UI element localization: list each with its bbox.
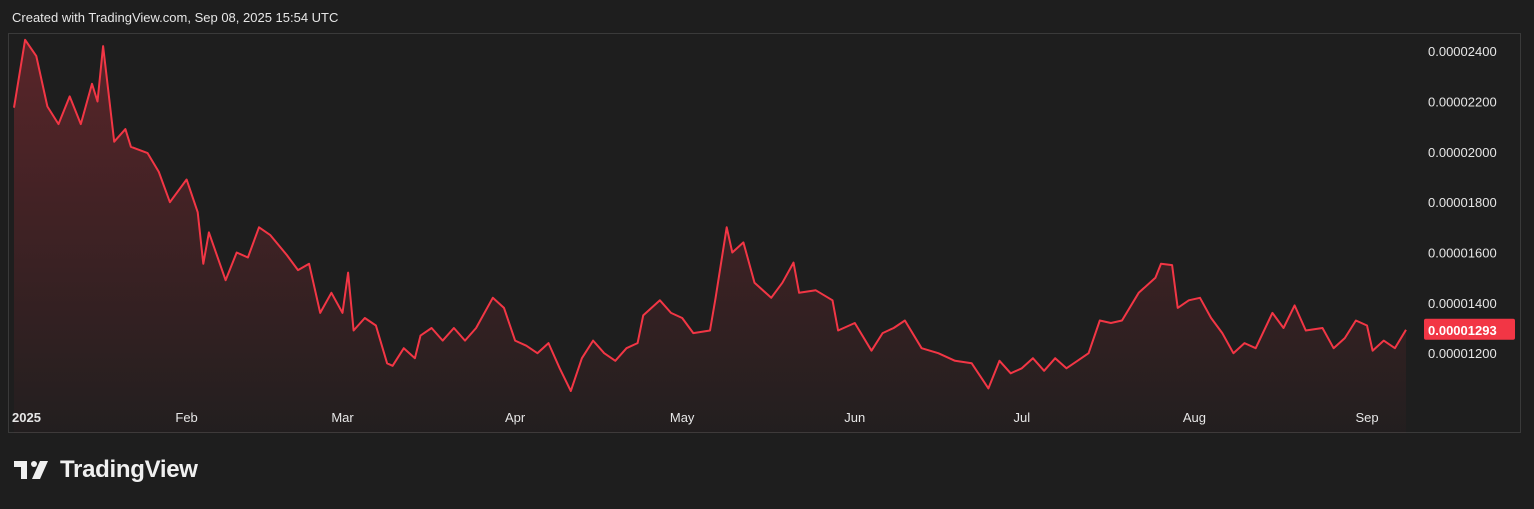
tradingview-logo[interactable]: TradingView bbox=[14, 456, 198, 484]
y-tick-label: 0.00001800 bbox=[1428, 195, 1497, 210]
y-tick-label: 0.00001200 bbox=[1428, 346, 1497, 361]
y-tick-label: 0.00002200 bbox=[1428, 94, 1497, 109]
chart-caption: Created with TradingView.com, Sep 08, 20… bbox=[12, 10, 339, 25]
x-tick-label: 2025 bbox=[12, 410, 41, 425]
x-tick-label: Jun bbox=[844, 410, 865, 425]
y-tick-label: 0.00002000 bbox=[1428, 145, 1497, 160]
tradingview-logo-icon bbox=[14, 461, 48, 479]
y-tick-label: 0.00001600 bbox=[1428, 246, 1497, 261]
x-tick-label: Sep bbox=[1355, 410, 1378, 425]
x-tick-label: Jul bbox=[1013, 410, 1030, 425]
x-tick-label: Aug bbox=[1183, 410, 1206, 425]
last-price-label: 0.00001293 bbox=[1428, 323, 1497, 338]
price-chart[interactable]: 0.00002400 0.00002200 0.00002000 0.00001800… bbox=[0, 0, 1534, 450]
x-tick-label: May bbox=[670, 410, 695, 425]
last-price-badge bbox=[1424, 318, 1515, 340]
price-line bbox=[13, 38, 1407, 392]
y-tick-label: 0.00001400 bbox=[1428, 296, 1497, 311]
x-tick-label: Feb bbox=[175, 410, 197, 425]
price-area-fill bbox=[14, 39, 1406, 434]
x-tick-label: Mar bbox=[331, 410, 354, 425]
brand-name: TradingView bbox=[60, 456, 198, 483]
y-tick-label: 0.00002400 bbox=[1428, 44, 1497, 59]
x-tick-label: Apr bbox=[505, 410, 526, 425]
